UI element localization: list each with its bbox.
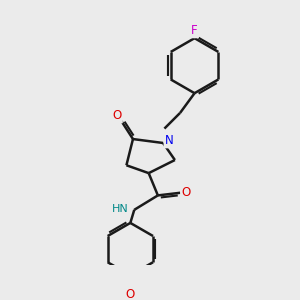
Text: O: O (181, 186, 190, 199)
Text: N: N (164, 134, 173, 147)
Text: F: F (191, 24, 198, 37)
Text: O: O (126, 288, 135, 300)
Text: HN: HN (112, 203, 129, 214)
Text: O: O (112, 110, 122, 122)
